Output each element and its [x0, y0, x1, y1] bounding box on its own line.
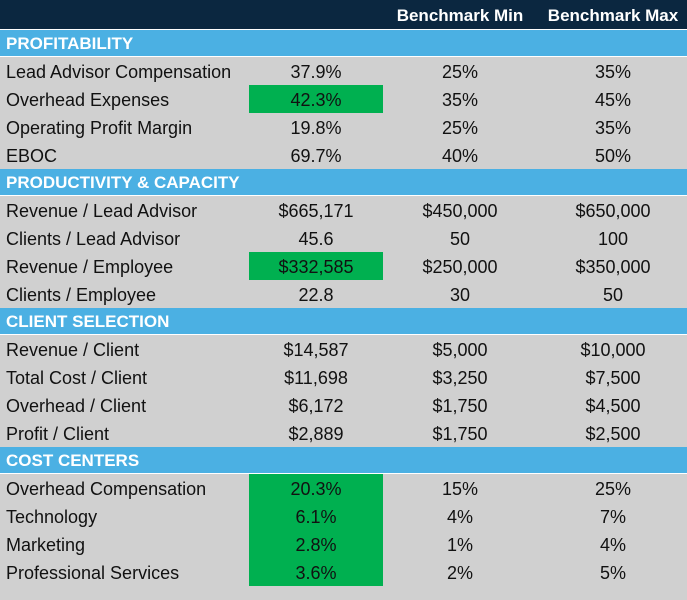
benchmark-max-cell[interactable]: $4,500: [585, 396, 641, 416]
benchmark-max-cell[interactable]: 100: [597, 229, 629, 249]
section-header[interactable]: PRODUCTIVITY & CAPACITY: [0, 169, 687, 196]
table-row: Operating Profit Margin 19.8% 25% 35%: [0, 113, 687, 141]
metric-value[interactable]: $665,171: [278, 201, 354, 221]
benchmark-max-cell[interactable]: 7%: [599, 507, 626, 527]
benchmark-min-cell[interactable]: 4%: [446, 507, 473, 527]
metric-value[interactable]: 19.8%: [290, 118, 342, 138]
metric-label[interactable]: Revenue / Client: [6, 340, 140, 360]
metric-label[interactable]: Technology: [6, 507, 98, 527]
benchmark-max-cell[interactable]: 4%: [599, 535, 626, 555]
metric-value[interactable]: 22.8: [298, 285, 334, 305]
benchmark-max-cell[interactable]: 35%: [594, 62, 632, 82]
table-row: Lead Advisor Compensation 37.9% 25% 35%: [0, 57, 687, 85]
metric-value[interactable]: 6.1%: [249, 502, 383, 530]
metric-label[interactable]: Overhead / Client: [6, 396, 147, 416]
metric-value[interactable]: $332,585: [249, 252, 383, 280]
benchmark-min-cell[interactable]: $250,000: [422, 257, 498, 277]
metric-label[interactable]: EBOC: [6, 146, 58, 166]
metric-label[interactable]: Professional Services: [6, 563, 180, 583]
metric-label[interactable]: Total Cost / Client: [6, 368, 148, 388]
benchmark-max-cell[interactable]: $2,500: [585, 424, 641, 444]
benchmark-max-cell[interactable]: 45%: [594, 90, 632, 110]
table-row: Overhead Compensation 20.3% 15% 25%: [0, 474, 687, 502]
table-row: Professional Services 3.6% 2% 5%: [0, 558, 687, 586]
header-row: Benchmark Min Benchmark Max: [0, 0, 687, 30]
metric-label[interactable]: Revenue / Lead Advisor: [6, 201, 198, 221]
table-row: Overhead / Client $6,172 $1,750 $4,500: [0, 391, 687, 419]
table-row: Marketing 2.8% 1% 4%: [0, 530, 687, 558]
metric-value[interactable]: 45.6: [298, 229, 334, 249]
metric-value[interactable]: 69.7%: [290, 146, 342, 166]
metric-value[interactable]: 2.8%: [249, 530, 383, 558]
metric-label[interactable]: Operating Profit Margin: [6, 118, 193, 138]
benchmark-max-cell[interactable]: $350,000: [575, 257, 651, 277]
section-header[interactable]: COST CENTERS: [0, 447, 687, 474]
benchmark-min-cell[interactable]: $5,000: [432, 340, 488, 360]
benchmark-min-cell[interactable]: 25%: [441, 62, 479, 82]
benchmark-min-cell[interactable]: $1,750: [432, 424, 488, 444]
metric-value[interactable]: 20.3%: [249, 474, 383, 502]
metric-label[interactable]: Revenue / Employee: [6, 257, 174, 277]
metric-label[interactable]: Overhead Compensation: [6, 479, 207, 499]
metric-value[interactable]: $11,698: [284, 368, 348, 388]
benchmark-min-cell[interactable]: 35%: [441, 90, 479, 110]
table-row: Clients / Employee 22.8 30 50: [0, 280, 687, 308]
benchmark-min-cell[interactable]: $1,750: [432, 396, 488, 416]
benchmark-max-cell[interactable]: 25%: [594, 479, 632, 499]
table-row: Profit / Client $2,889 $1,750 $2,500: [0, 419, 687, 447]
metric-value[interactable]: 37.9%: [290, 62, 342, 82]
metric-value[interactable]: $6,172: [288, 396, 344, 416]
benchmark-max-cell[interactable]: 50%: [594, 146, 632, 166]
benchmark-max-cell[interactable]: 35%: [594, 118, 632, 138]
table-row: Revenue / Employee $332,585 $250,000 $350,0…: [0, 252, 687, 280]
benchmark-max-cell[interactable]: $7,500: [585, 368, 641, 388]
benchmark-min-cell[interactable]: 25%: [441, 118, 479, 138]
benchmark-min-cell[interactable]: 50: [449, 229, 471, 249]
benchmark-min-cell[interactable]: 40%: [441, 146, 479, 166]
benchmark-max-header[interactable]: Benchmark Max: [547, 6, 679, 25]
benchmark-min-cell[interactable]: 15%: [441, 479, 479, 499]
benchmark-min-cell[interactable]: 2%: [446, 563, 473, 583]
metric-value[interactable]: $14,587: [283, 340, 349, 360]
benchmark-max-cell[interactable]: $10,000: [580, 340, 646, 360]
table-row: Overhead Expenses 42.3% 35% 45%: [0, 85, 687, 113]
benchmark-min-cell[interactable]: $450,000: [422, 201, 498, 221]
metric-value[interactable]: 3.6%: [249, 558, 383, 586]
benchmark-max-cell[interactable]: $650,000: [575, 201, 651, 221]
metric-value[interactable]: $2,889: [288, 424, 344, 444]
metric-label[interactable]: Overhead Expenses: [6, 90, 170, 110]
table-row: Clients / Lead Advisor 45.6 50 100: [0, 224, 687, 252]
metric-label[interactable]: Marketing: [6, 535, 86, 555]
metric-label[interactable]: Clients / Lead Advisor: [6, 229, 181, 249]
metric-label[interactable]: Clients / Employee: [6, 285, 157, 305]
section-header[interactable]: PROFITABILITY: [0, 30, 687, 57]
benchmark-min-cell[interactable]: 30: [449, 285, 471, 305]
metric-value[interactable]: 42.3%: [249, 85, 383, 113]
section-header[interactable]: CLIENT SELECTION: [0, 308, 687, 335]
table-row: Revenue / Lead Advisor $665,171 $450,000 $6…: [0, 196, 687, 224]
table-row: Total Cost / Client $11,698 $3,250 $7,500: [0, 363, 687, 391]
table-row: EBOC 69.7% 40% 50%: [0, 141, 687, 169]
benchmark-min-cell[interactable]: 1%: [446, 535, 473, 555]
table-body: PROFITABILITY Lead Advisor Compensation 37…: [0, 30, 687, 586]
table-row: Revenue / Client $14,587 $5,000 $10,000: [0, 335, 687, 363]
benchmark-min-header[interactable]: Benchmark Min: [396, 6, 524, 25]
metric-label[interactable]: Profit / Client: [6, 424, 110, 444]
metric-label[interactable]: Lead Advisor Compensation: [6, 62, 232, 82]
benchmark-max-cell[interactable]: 5%: [599, 563, 626, 583]
table-row: Technology 6.1% 4% 7%: [0, 502, 687, 530]
benchmark-max-cell[interactable]: 50: [602, 285, 624, 305]
benchmark-min-cell[interactable]: $3,250: [432, 368, 488, 388]
